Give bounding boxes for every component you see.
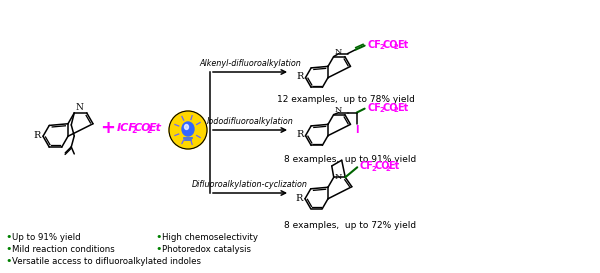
Text: 2: 2 — [394, 44, 398, 50]
Ellipse shape — [185, 124, 188, 129]
Text: N: N — [335, 173, 342, 181]
Text: 2: 2 — [371, 166, 376, 172]
Text: CF: CF — [359, 161, 373, 171]
Text: •: • — [155, 244, 161, 254]
Text: •: • — [5, 244, 11, 254]
Text: 2: 2 — [394, 107, 398, 113]
Text: Iododifluoroalkylation: Iododifluoroalkylation — [206, 117, 293, 126]
Text: •: • — [155, 232, 161, 242]
Text: N: N — [335, 48, 342, 56]
Text: Difluoroalkylation-cyclization: Difluoroalkylation-cyclization — [192, 180, 308, 189]
Text: Photoredox catalysis: Photoredox catalysis — [162, 245, 251, 254]
Text: 2: 2 — [380, 107, 385, 113]
Text: Versatile access to difluoroalkylated indoles: Versatile access to difluoroalkylated in… — [12, 257, 201, 266]
Text: High chemoselectivity: High chemoselectivity — [162, 233, 258, 242]
Text: 8 examples,  up to 72% yield: 8 examples, up to 72% yield — [284, 221, 416, 230]
Text: •: • — [5, 232, 11, 242]
Text: Et: Et — [397, 103, 408, 113]
Text: I: I — [355, 125, 358, 135]
Text: •: • — [5, 256, 11, 266]
Text: CO: CO — [383, 40, 398, 50]
Text: 2: 2 — [380, 44, 385, 50]
Text: +: + — [101, 119, 115, 137]
Text: 2: 2 — [385, 166, 390, 172]
Text: CF: CF — [368, 40, 382, 50]
Text: 2: 2 — [131, 126, 137, 135]
Circle shape — [169, 111, 207, 149]
Text: R: R — [296, 130, 304, 139]
Text: Up to 91% yield: Up to 91% yield — [12, 233, 80, 242]
Text: Alkenyl-difluoroalkylation: Alkenyl-difluoroalkylation — [199, 59, 301, 68]
Text: CO: CO — [374, 161, 390, 171]
Text: Et: Et — [397, 40, 408, 50]
Text: ICF: ICF — [117, 123, 137, 133]
Text: 8 examples,  up to 91% yield: 8 examples, up to 91% yield — [284, 156, 416, 165]
Text: 12 examples,  up to 78% yield: 12 examples, up to 78% yield — [277, 96, 415, 105]
Text: R: R — [296, 72, 304, 81]
Text: N: N — [75, 103, 83, 112]
Text: CF: CF — [368, 103, 382, 113]
Text: Mild reaction conditions: Mild reaction conditions — [12, 245, 115, 254]
Text: Et: Et — [388, 161, 400, 171]
Ellipse shape — [182, 122, 194, 136]
Text: 2: 2 — [146, 126, 151, 135]
Text: R: R — [296, 194, 303, 203]
Text: CO: CO — [134, 123, 152, 133]
Text: N: N — [335, 106, 342, 114]
Text: R: R — [34, 131, 41, 140]
Text: CO: CO — [383, 103, 398, 113]
Text: Et: Et — [149, 123, 162, 133]
